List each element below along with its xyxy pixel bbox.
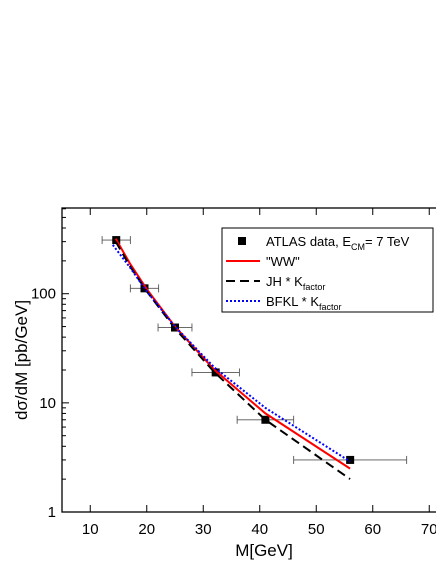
legend-label: JH * Kfactor bbox=[266, 274, 325, 292]
x-tick-label: 60 bbox=[364, 521, 381, 538]
legend-text: "WW" bbox=[266, 254, 300, 269]
y-tick-label: 100 bbox=[31, 286, 56, 303]
series-line bbox=[112, 244, 351, 463]
x-tick-label: 20 bbox=[138, 521, 155, 538]
legend-label: "WW" bbox=[266, 254, 300, 269]
y-tick-label: 10 bbox=[39, 395, 56, 412]
y-axis-label: dσ/dM [pb/GeV] bbox=[12, 300, 31, 420]
data-point bbox=[211, 368, 220, 377]
legend-subscript: CM bbox=[351, 242, 365, 252]
legend-marker bbox=[238, 237, 246, 245]
legend-text: JH * K bbox=[266, 274, 303, 289]
legend-text: BFKL * K bbox=[266, 294, 319, 309]
legend-text: ATLAS data, E bbox=[266, 234, 351, 249]
x-axis-label: M[GeV] bbox=[235, 541, 293, 560]
legend-subscript: factor bbox=[319, 302, 342, 312]
x-tick-label: 30 bbox=[195, 521, 212, 538]
y-tick-label: 1 bbox=[48, 504, 56, 521]
x-tick-label: 10 bbox=[82, 521, 99, 538]
legend-text: = 7 TeV bbox=[365, 234, 410, 249]
x-tick-label: 50 bbox=[308, 521, 325, 538]
x-tick-label: 40 bbox=[251, 521, 268, 538]
legend-label: BFKL * Kfactor bbox=[266, 294, 342, 312]
x-tick-label: 70 bbox=[421, 521, 436, 538]
legend-label: ATLAS data, ECM= 7 TeV bbox=[266, 234, 410, 252]
legend-box bbox=[221, 227, 434, 313]
series-line bbox=[114, 241, 351, 480]
data-point bbox=[261, 415, 270, 424]
legend-subscript: factor bbox=[303, 282, 326, 292]
data-point bbox=[346, 455, 355, 464]
series-line bbox=[114, 238, 351, 470]
